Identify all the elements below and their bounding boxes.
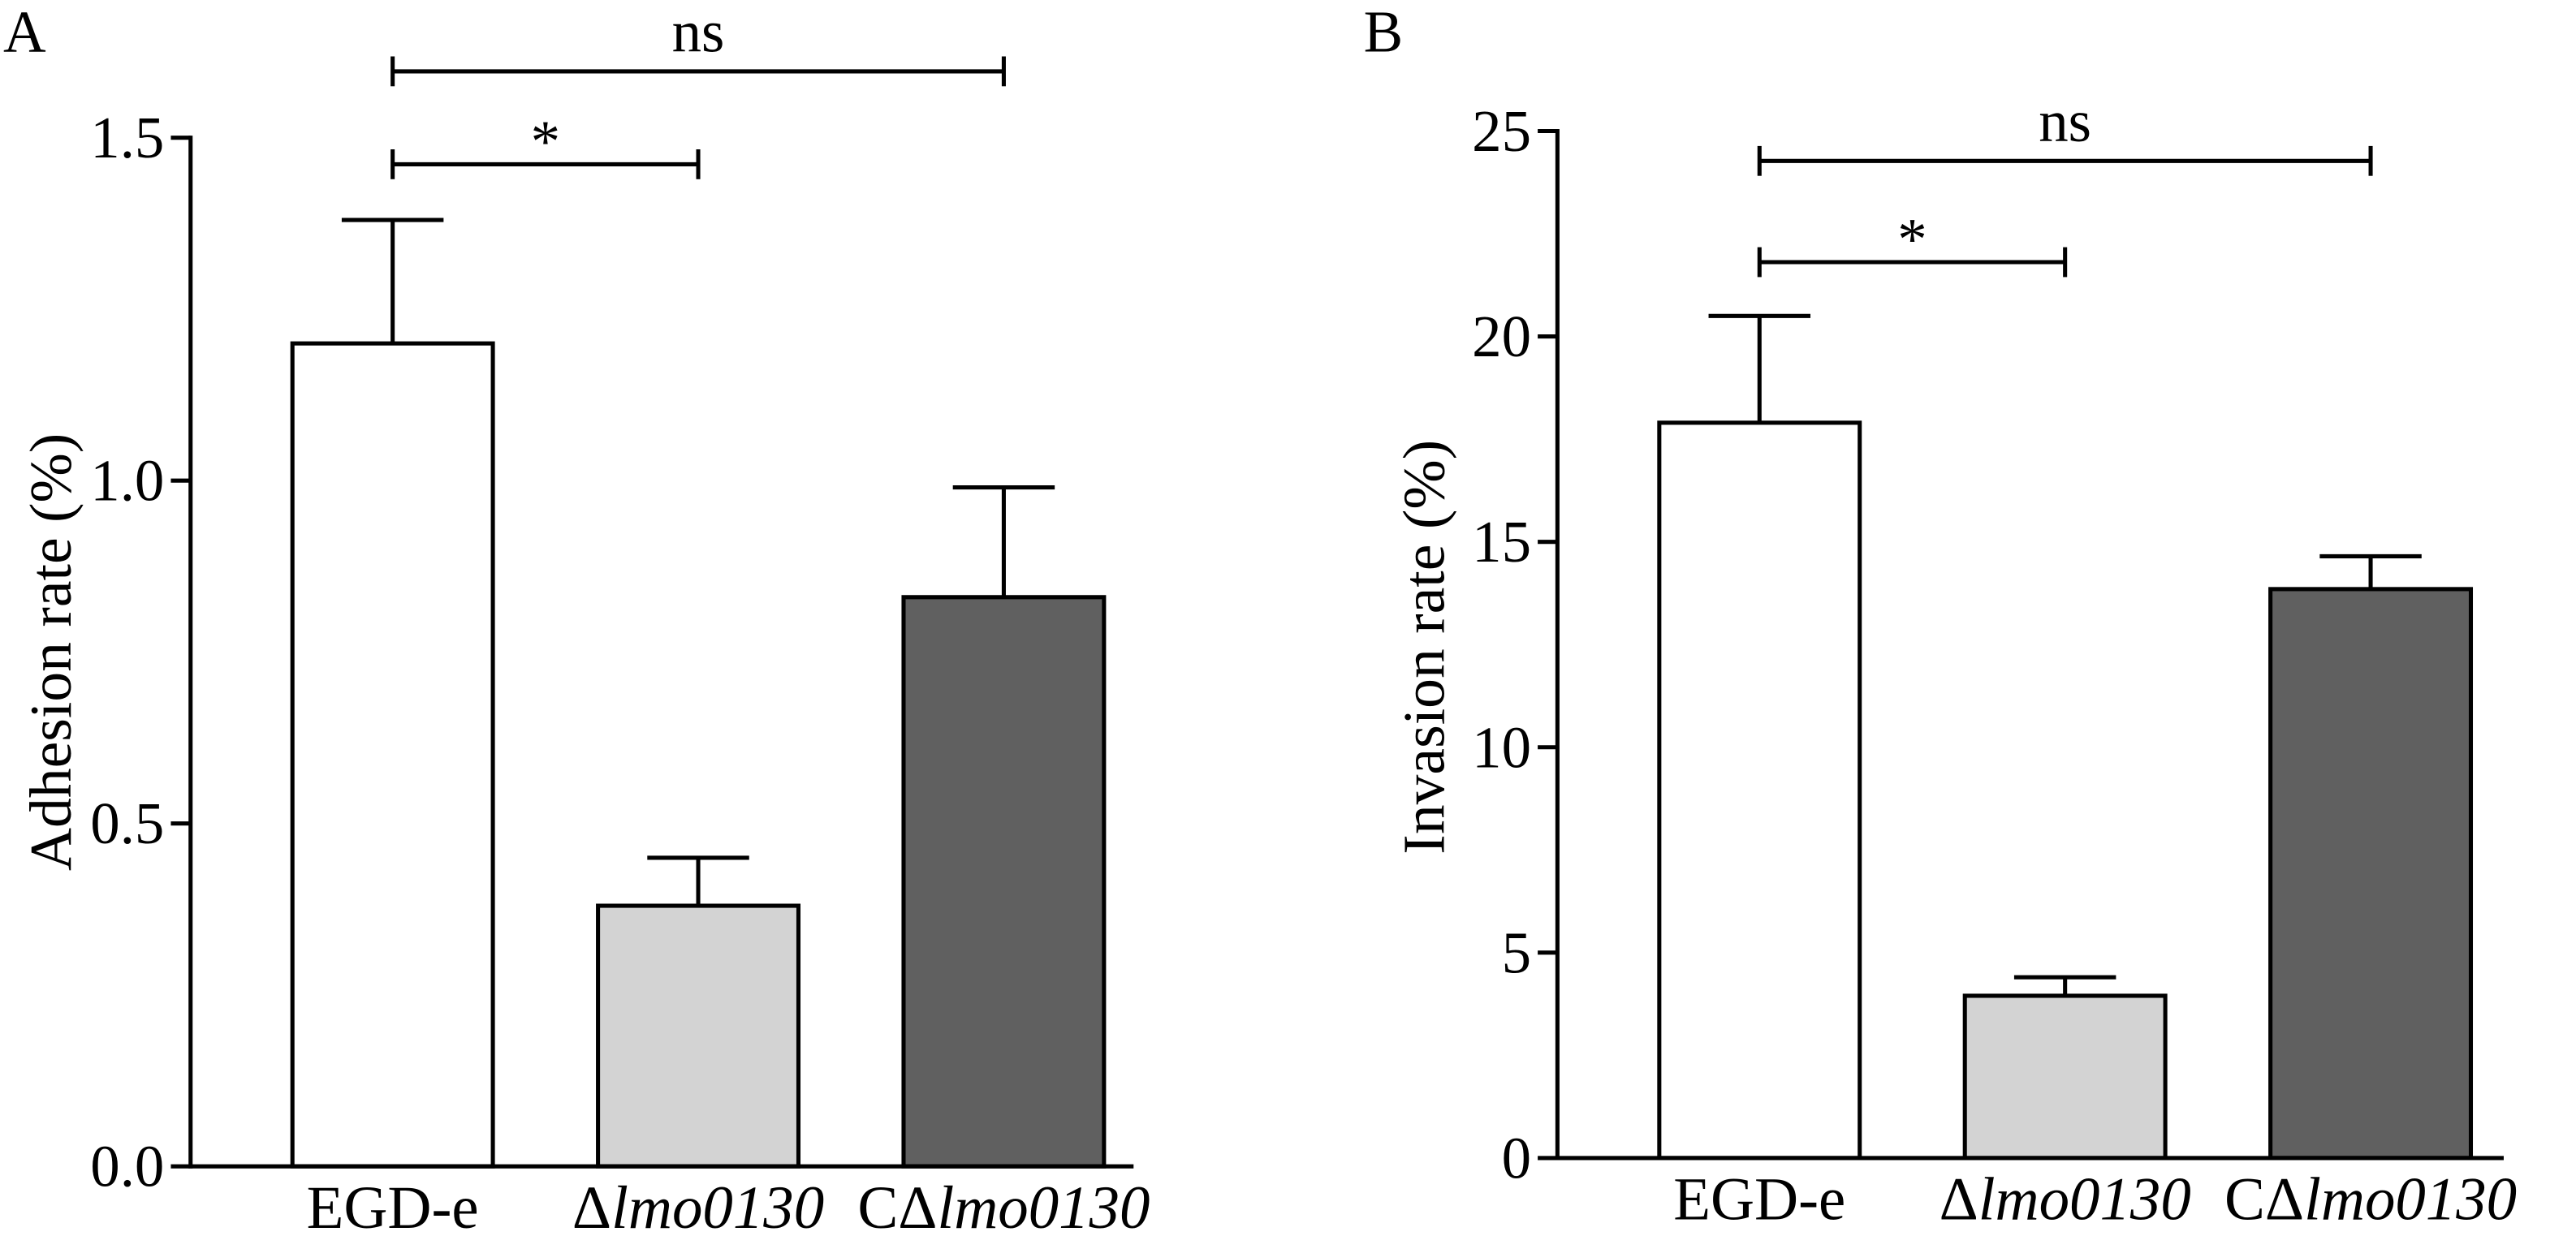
significance-label-b: ns	[2039, 88, 2091, 153]
x-tick-label-b-egd-e: EGD-e	[1673, 1165, 1845, 1233]
y-axis-label-a: Adhesion rate (%)	[18, 433, 84, 871]
y-tick-label-a: 1.0	[90, 447, 164, 513]
bar-a-egd-e	[290, 341, 495, 1169]
panel-label-a: A	[3, 0, 46, 64]
y-tick-label-a: 1.5	[90, 105, 164, 170]
significance-label-a: *	[531, 108, 560, 174]
x-tick-label-a-delta-lmo0130: Δlmo0130	[572, 1174, 824, 1236]
x-tick-label-a-cdelta-lmo0130: CΔlmo0130	[857, 1174, 1150, 1236]
x-tick-label-a-egd-e: EGD-e	[307, 1174, 479, 1236]
y-tick-label-b: 15	[1472, 509, 1531, 575]
y-tick-label-b: 5	[1502, 919, 1531, 985]
y-tick-label-b: 20	[1472, 304, 1531, 369]
x-tick-label-b-cdelta-lmo0130: CΔlmo0130	[2224, 1165, 2517, 1233]
bar-b-egd-e	[1657, 420, 1862, 1161]
bar-b-cdelta-lmo0130	[2268, 587, 2474, 1161]
significance-label-a: ns	[672, 0, 725, 64]
y-tick-label-b: 0	[1502, 1125, 1531, 1191]
y-tick-label-b: 25	[1472, 98, 1531, 164]
y-axis-label-b: Invasion rate (%)	[1392, 440, 1457, 855]
x-tick-label-b-delta-lmo0130: Δlmo0130	[1940, 1165, 2191, 1233]
y-tick-label-b: 10	[1472, 714, 1531, 780]
bar-a-cdelta-lmo0130	[901, 595, 1107, 1169]
panel-a: A Adhesion rate (%) EGD-e Δlmo0130 CΔlmo01…	[3, 0, 1150, 1236]
panel-b: B Invasion rate (%) EGD-e Δlmo0130 CΔlmo01…	[1364, 0, 2518, 1234]
y-tick-label-a: 0.5	[90, 790, 164, 856]
panel-label-b: B	[1364, 0, 1404, 64]
bar-a-delta-lmo0130	[596, 903, 800, 1169]
y-tick-label-a: 0.0	[90, 1133, 164, 1199]
bar-b-delta-lmo0130	[1962, 993, 2168, 1161]
significance-label-b: *	[1897, 206, 1927, 272]
